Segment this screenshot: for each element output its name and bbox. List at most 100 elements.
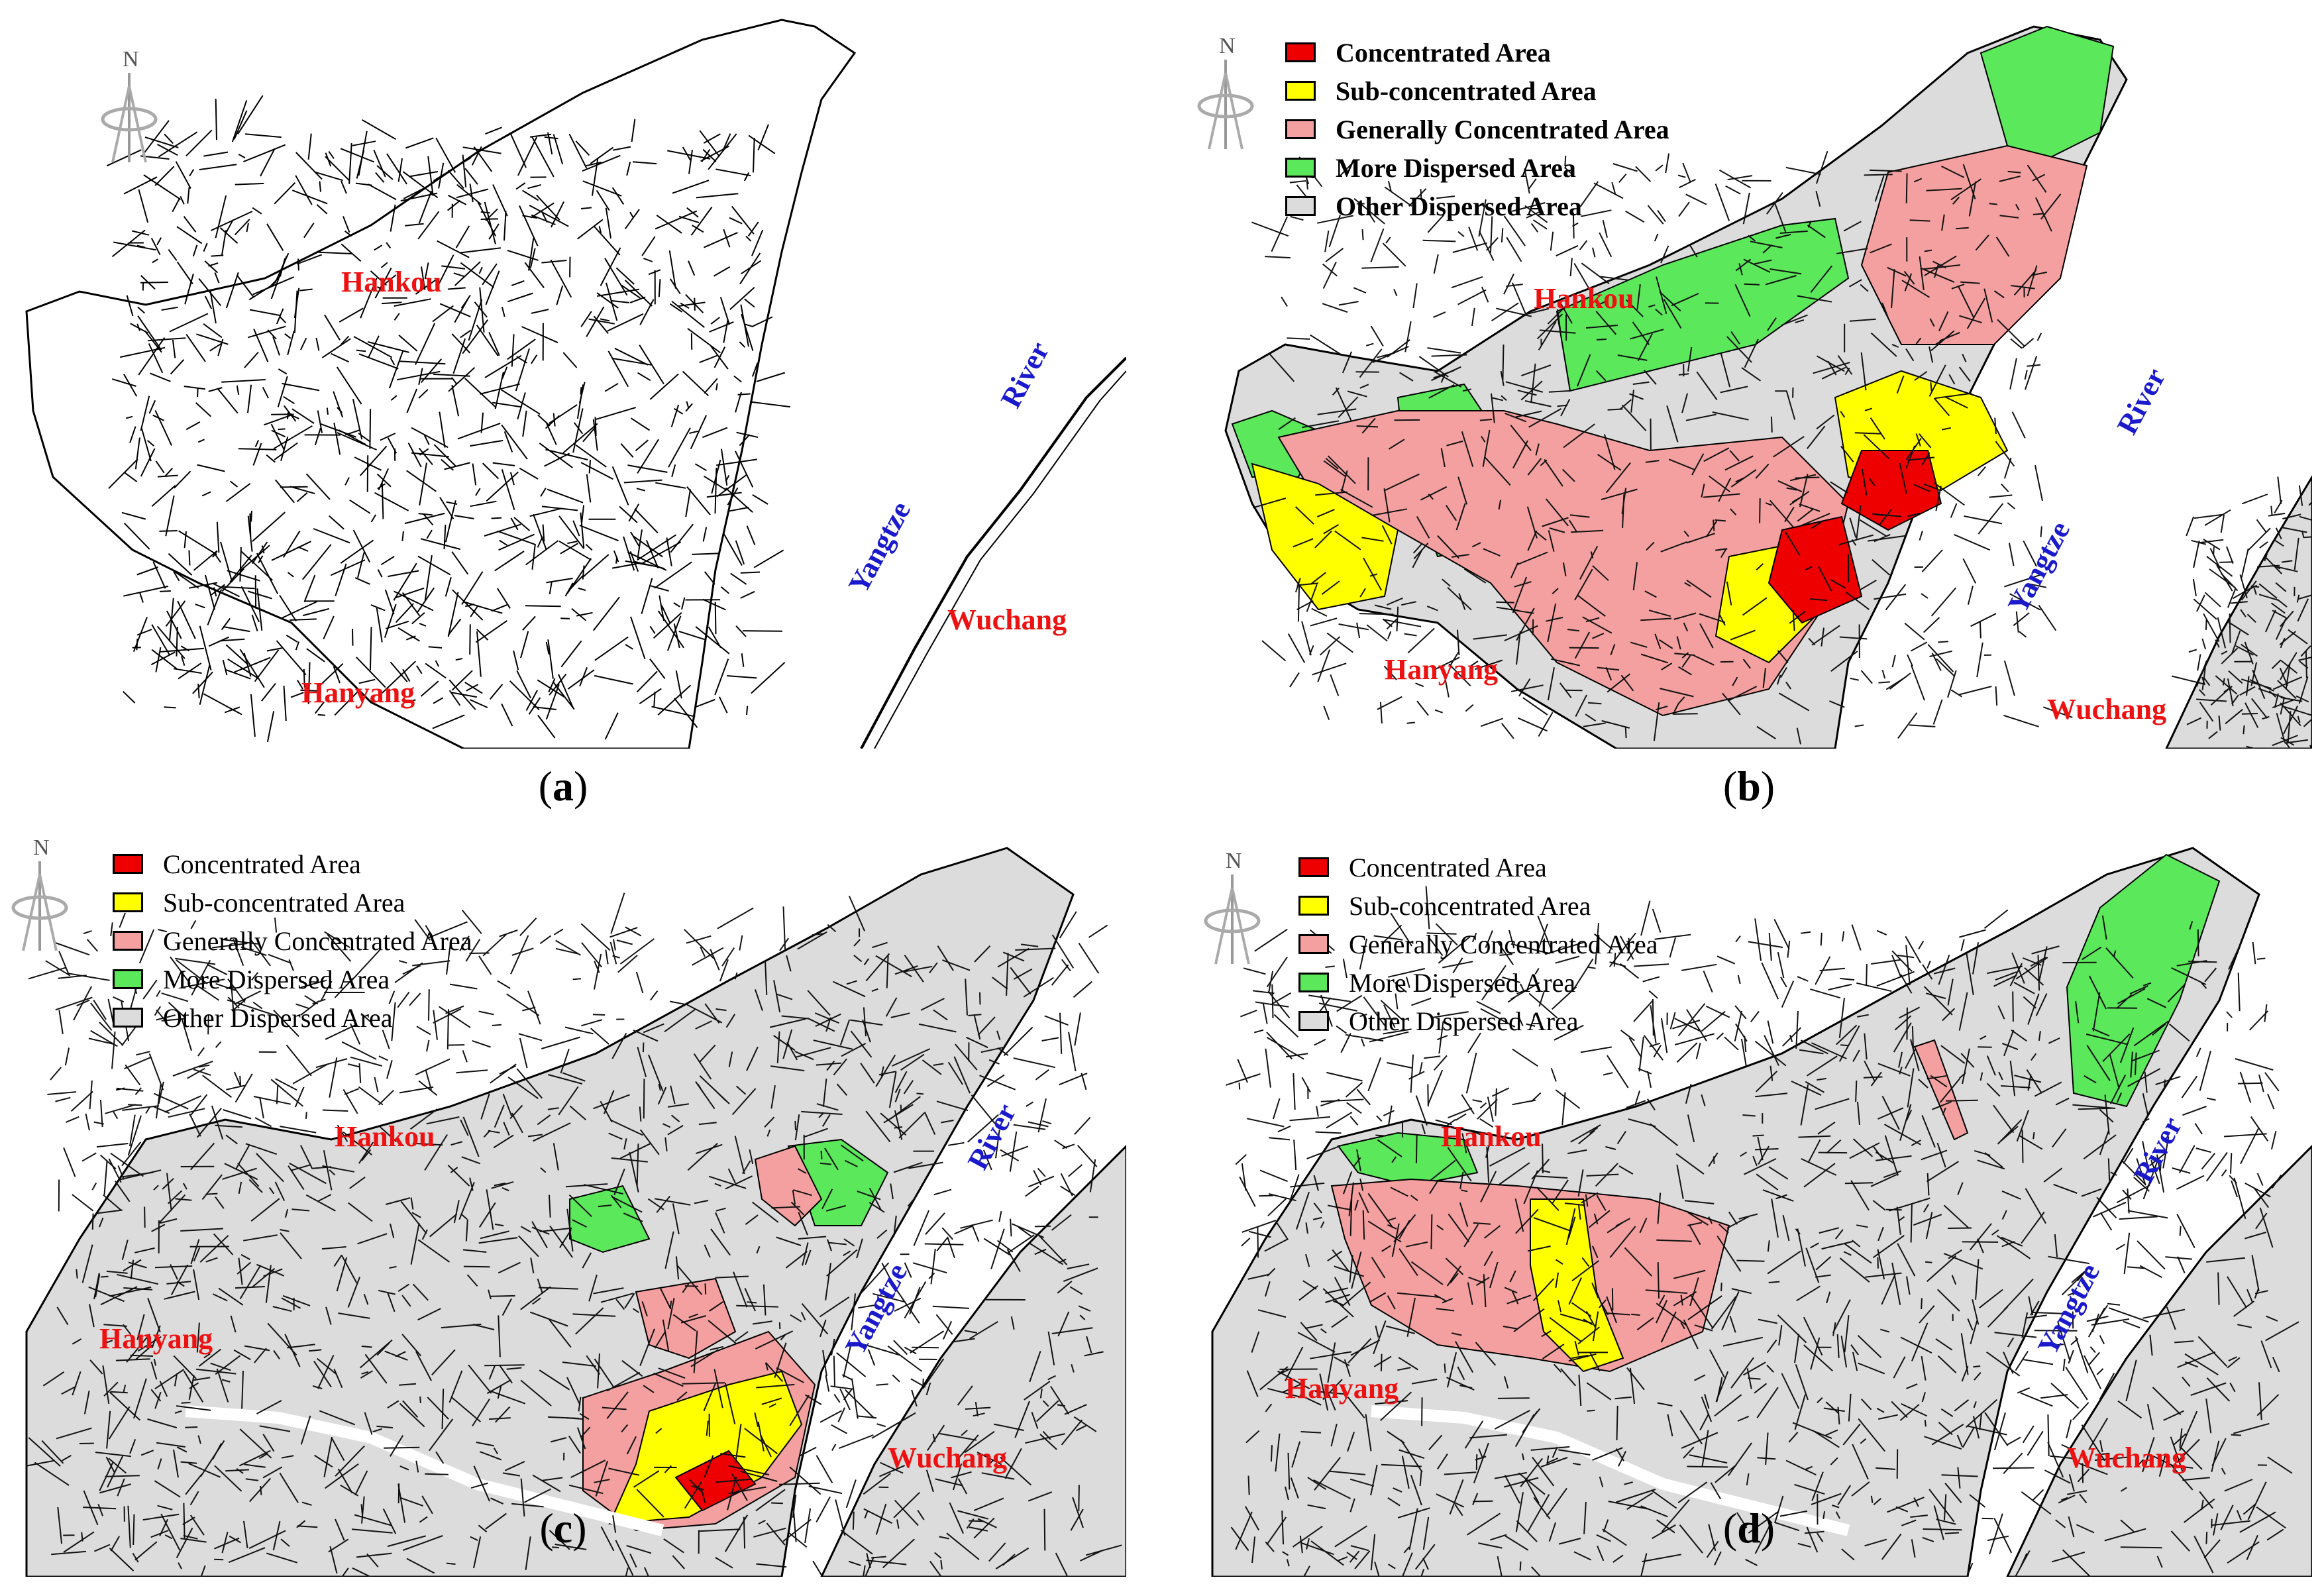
texture-line <box>152 258 158 264</box>
texture-line <box>254 1117 272 1128</box>
legend-item-generally-concentrated: Generally Concentrated Area <box>1298 925 1658 963</box>
texture-line <box>2099 1335 2105 1345</box>
texture-line <box>1815 1255 1832 1271</box>
texture-line <box>1401 1456 1410 1489</box>
texture-line <box>1910 641 1928 652</box>
texture-line <box>519 467 539 480</box>
texture-line <box>208 387 223 392</box>
texture-line <box>1442 578 1451 587</box>
texture-line <box>1419 1471 1422 1487</box>
texture-line <box>1863 434 1889 459</box>
texture-line <box>2224 1133 2267 1138</box>
texture-line <box>2127 1210 2168 1219</box>
texture-line <box>1444 678 1450 698</box>
texture-line <box>2182 1477 2210 1481</box>
texture-line <box>1844 1242 1872 1264</box>
texture-line <box>957 1510 989 1520</box>
texture-line <box>372 1428 382 1433</box>
texture-line <box>1467 1032 1481 1053</box>
texture-line <box>435 660 440 667</box>
texture-line <box>612 1515 617 1533</box>
texture-line <box>1685 1084 1692 1104</box>
texture-line <box>804 1508 812 1544</box>
texture-line <box>378 1089 394 1106</box>
texture-line <box>1434 370 1462 388</box>
texture-line <box>716 458 757 466</box>
texture-line <box>2248 1010 2269 1031</box>
texture-line <box>1896 1206 1901 1235</box>
texture-line <box>1870 1173 1899 1187</box>
texture-line <box>633 560 665 570</box>
texture-line <box>412 960 450 967</box>
texture-line <box>609 1119 643 1136</box>
texture-line <box>1728 686 1758 702</box>
texture-line <box>160 1513 181 1551</box>
place-hankou: Hankou <box>335 1120 435 1153</box>
texture-line <box>2009 1060 2016 1096</box>
texture-line <box>1681 652 1689 659</box>
texture-line <box>420 680 439 697</box>
texture-line <box>447 1165 470 1187</box>
texture-line <box>607 1371 641 1392</box>
texture-line <box>1585 325 1618 329</box>
texture-line <box>969 1320 998 1340</box>
texture-line <box>1660 245 1669 264</box>
texture-line <box>1815 956 1831 985</box>
texture-line <box>2099 1373 2115 1400</box>
texture-line <box>1599 1476 1604 1487</box>
texture-line <box>1609 932 1636 967</box>
texture-line <box>598 1204 612 1208</box>
texture-line <box>894 1499 919 1526</box>
texture-line <box>1527 1494 1550 1532</box>
texture-line <box>56 1427 92 1440</box>
texture-line <box>303 574 316 603</box>
texture-line <box>417 1308 441 1321</box>
texture-line <box>1028 1175 1055 1188</box>
texture-line <box>1430 1214 1433 1249</box>
texture-line <box>424 262 429 280</box>
texture-line <box>1426 606 1438 611</box>
texture-line <box>2078 1107 2112 1110</box>
texture-line <box>1861 1399 1872 1410</box>
texture-line <box>1410 1475 1422 1506</box>
texture-line <box>2008 543 2015 566</box>
texture-line <box>876 1383 888 1386</box>
texture-line <box>222 659 228 676</box>
texture-line <box>231 100 248 142</box>
texture-line <box>825 1263 831 1300</box>
texture-line <box>682 146 691 160</box>
texture-line <box>1794 1334 1800 1363</box>
texture-line <box>154 1391 162 1409</box>
texture-line <box>694 1200 709 1204</box>
texture-line <box>819 1319 827 1338</box>
texture-line <box>733 1271 748 1308</box>
texture-line <box>892 1048 931 1067</box>
texture-line <box>499 929 518 937</box>
texture-line <box>2000 1126 2019 1142</box>
texture-line <box>250 510 252 522</box>
texture-line <box>55 1096 71 1102</box>
texture-line <box>1349 1255 1353 1283</box>
texture-line <box>596 189 610 211</box>
texture-line <box>744 1287 757 1312</box>
texture-line <box>406 388 418 413</box>
north-arrow: N <box>101 47 158 163</box>
texture-line <box>2022 1425 2034 1444</box>
texture-line <box>1497 1556 1503 1577</box>
texture-line <box>1322 303 1348 313</box>
texture-line <box>96 1143 129 1148</box>
texture-line <box>384 604 397 638</box>
texture-line <box>340 539 374 564</box>
texture-line <box>1597 454 1622 471</box>
texture-line <box>246 223 249 233</box>
texture-line <box>858 1304 876 1309</box>
texture-line <box>409 171 439 178</box>
texture-line <box>2169 1024 2190 1042</box>
texture-line <box>183 215 197 233</box>
texture-line <box>249 1477 272 1503</box>
texture-line <box>1884 1135 1899 1176</box>
texture-line <box>960 1219 993 1229</box>
texture-line <box>1597 666 1620 671</box>
texture-line <box>973 1014 981 1040</box>
texture-line <box>753 137 755 173</box>
